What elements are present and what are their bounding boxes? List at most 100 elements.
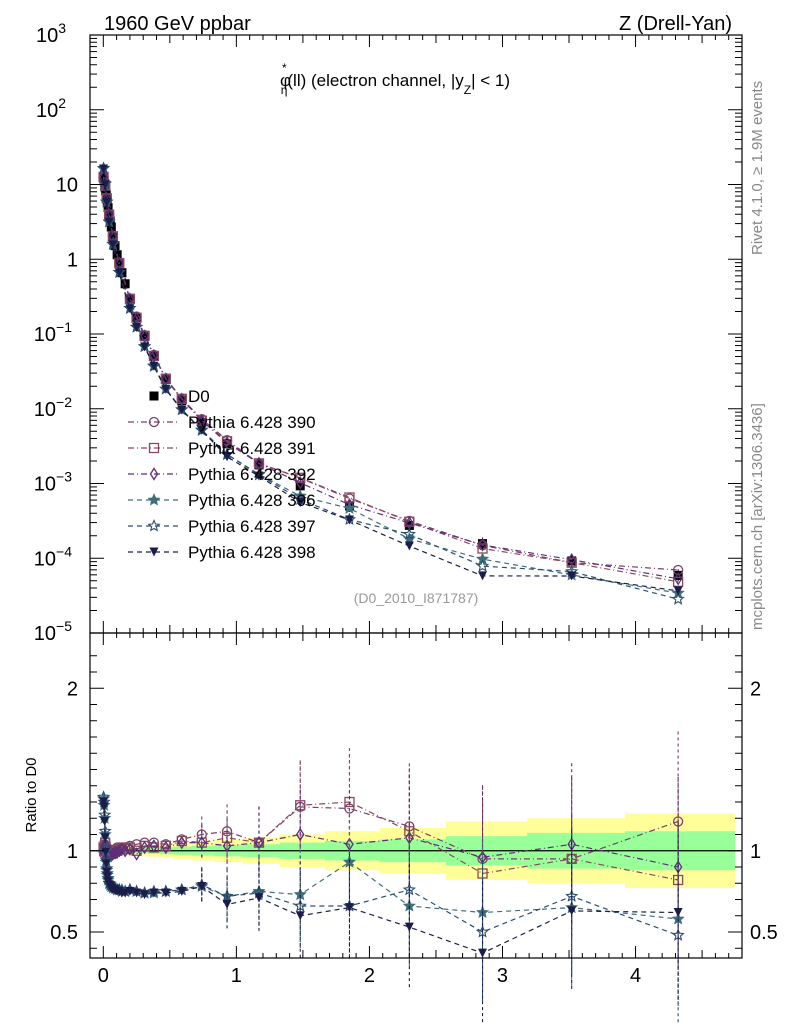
ratio-point [404,922,414,932]
series-point [125,304,135,314]
ratio-point [102,872,112,882]
legend: D0 Pythia 6.428 390 Pythia 6.428 391 Pythia… [128,387,316,562]
ratio-point [99,797,109,807]
x-tick-label: 1 [231,965,242,987]
ratio-point [125,842,135,856]
series-point [222,452,232,462]
series-pythia-6-428-396 [96,161,685,599]
title-phi-superscript: * [282,61,287,75]
side-label-mcplots: mcplots.cern.ch [arXiv:1306.3436] [749,403,766,630]
ratio-point [345,837,354,851]
y-tick-label: 103 [36,20,66,47]
ratio-uncertainty-band [90,813,742,889]
ratio-point [132,847,141,861]
ratio-y-tick-label: 2 [67,678,78,700]
y-tick-label: 10−4 [34,543,72,570]
ratio-y-tick-label-right: 2 [750,678,761,700]
ratio-point [100,817,110,826]
ratio-point [99,802,109,812]
ratio-point [295,827,305,842]
ratio-panel-plot [96,731,685,1024]
data-point [177,396,187,406]
analysis-id-label: (D0_2010_I871787) [354,590,479,606]
series-pythia-6-428-398 [99,164,683,596]
y-tick-label: 1 [67,249,78,271]
ratio-point [344,903,354,913]
data-point [295,481,305,491]
series-point [404,541,414,551]
ratio-y-tick-label-right: 0.5 [750,922,778,944]
y-tick-label: 10−2 [34,394,72,421]
series-point [177,405,187,415]
legend-marker [149,547,159,557]
ratio-point [149,839,159,853]
series-point [140,342,150,352]
ratio-point [478,948,488,958]
x-tick-label: 3 [497,965,508,987]
series-point [478,571,488,581]
series-point [295,476,305,490]
series-point [478,538,487,552]
ratio-point [254,893,264,903]
legend-entry: Pythia 6.428 398 [128,543,316,562]
ratio-point [673,908,683,917]
legend-marker [149,467,159,481]
ratio-point [177,886,187,896]
series-point [402,527,416,540]
series-point [99,164,109,174]
series-point [295,472,306,483]
title-phi: φ [280,71,291,90]
data-point [222,439,232,449]
ratio-point [110,845,120,860]
series-point [108,240,118,250]
title-tail: | < 1) [471,71,510,90]
y-tick-label: 10−5 [34,618,72,645]
ratio-point [140,840,149,855]
series-point [567,571,577,581]
ratio-point [140,890,150,900]
data-point [197,417,207,427]
series-point [100,180,110,190]
ratio-point [254,835,264,850]
side-label-rivet: Rivet 4.1.0, ≥ 1.9M events [749,81,766,255]
ratio-frame [89,632,743,959]
series-point [344,515,354,525]
title-text: (ll) (electron channel, |y [287,71,464,90]
data-point [673,570,683,580]
main-panel-title: φ* η(ll) (electron channel, |yZ| < 1) [280,61,510,97]
series-pythia-6-428-390 [98,172,684,576]
ratio-point [149,888,159,898]
series-point [132,323,142,333]
series-point [673,572,683,586]
ratio-point [115,844,124,858]
ratio-point [222,839,232,853]
ratio-point [101,859,111,869]
ratio-point [295,911,305,921]
y-tick-label: 102 [36,95,66,122]
series-point [671,592,685,605]
legend-entry: D0 [149,387,210,406]
series-point [254,471,264,481]
legend-marker [148,416,160,428]
series-point [475,559,490,572]
header-process-label: Z (Drell-Yan) [619,13,732,35]
series-point [342,501,357,514]
legend-entry: Pythia 6.428 390 [128,413,316,432]
ratio-axis-label: Ratio to D0 [23,757,40,832]
main-panel-plot [96,161,685,605]
legend-marker [147,493,161,506]
title-phi-subscript: η [281,83,288,97]
ratio-point [222,899,232,909]
legend-marker [147,519,161,532]
ratio-point [125,886,135,896]
ratio-point [220,889,234,902]
data-point [106,222,116,232]
ratio-point [132,888,142,898]
legend-label: Pythia 6.428 397 [188,517,316,536]
ratio-series-pythia-6-428-398 [99,797,683,1024]
ratio-y-tick-label: 0.5 [50,922,78,944]
series-point [149,361,159,371]
ratio-point [102,867,112,877]
